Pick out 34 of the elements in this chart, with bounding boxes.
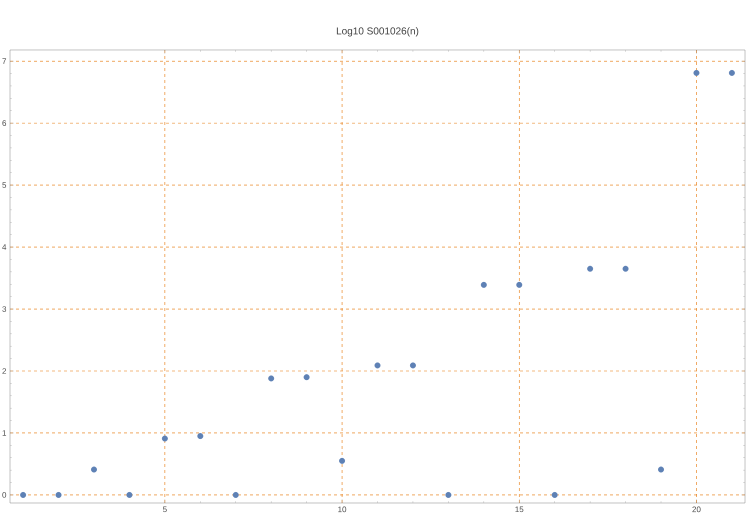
chart-title: Log10 S001026(n) (336, 27, 418, 36)
point (56, 492, 62, 498)
point (197, 433, 204, 440)
y-tick-label: 4 (2, 244, 6, 250)
x-tick-label: 5 (162, 506, 167, 512)
y-tick-label: 2 (2, 368, 6, 374)
point (480, 282, 487, 288)
y-tick-label: 7 (2, 58, 6, 64)
y-tick-label: 0 (2, 492, 6, 498)
point (374, 362, 381, 368)
point (552, 492, 558, 498)
point (20, 492, 26, 498)
point (587, 266, 594, 272)
point (445, 492, 452, 498)
point (232, 492, 239, 498)
x-tick-label: 15 (515, 506, 524, 512)
point (658, 466, 664, 473)
y-tick-label: 5 (2, 182, 6, 188)
point (516, 282, 522, 288)
y-tick-label: 3 (2, 306, 6, 312)
point (304, 374, 310, 380)
y-tick-label: 6 (2, 120, 6, 126)
point (728, 70, 735, 76)
point (126, 492, 132, 498)
point (622, 266, 629, 272)
y-tick-label: 1 (2, 430, 6, 436)
point (693, 70, 700, 76)
x-tick-label: 10 (338, 506, 346, 512)
point (339, 458, 346, 464)
point (410, 362, 416, 368)
x-tick-label: 20 (692, 506, 701, 512)
point (268, 375, 274, 382)
point (90, 466, 97, 473)
point (162, 436, 168, 442)
